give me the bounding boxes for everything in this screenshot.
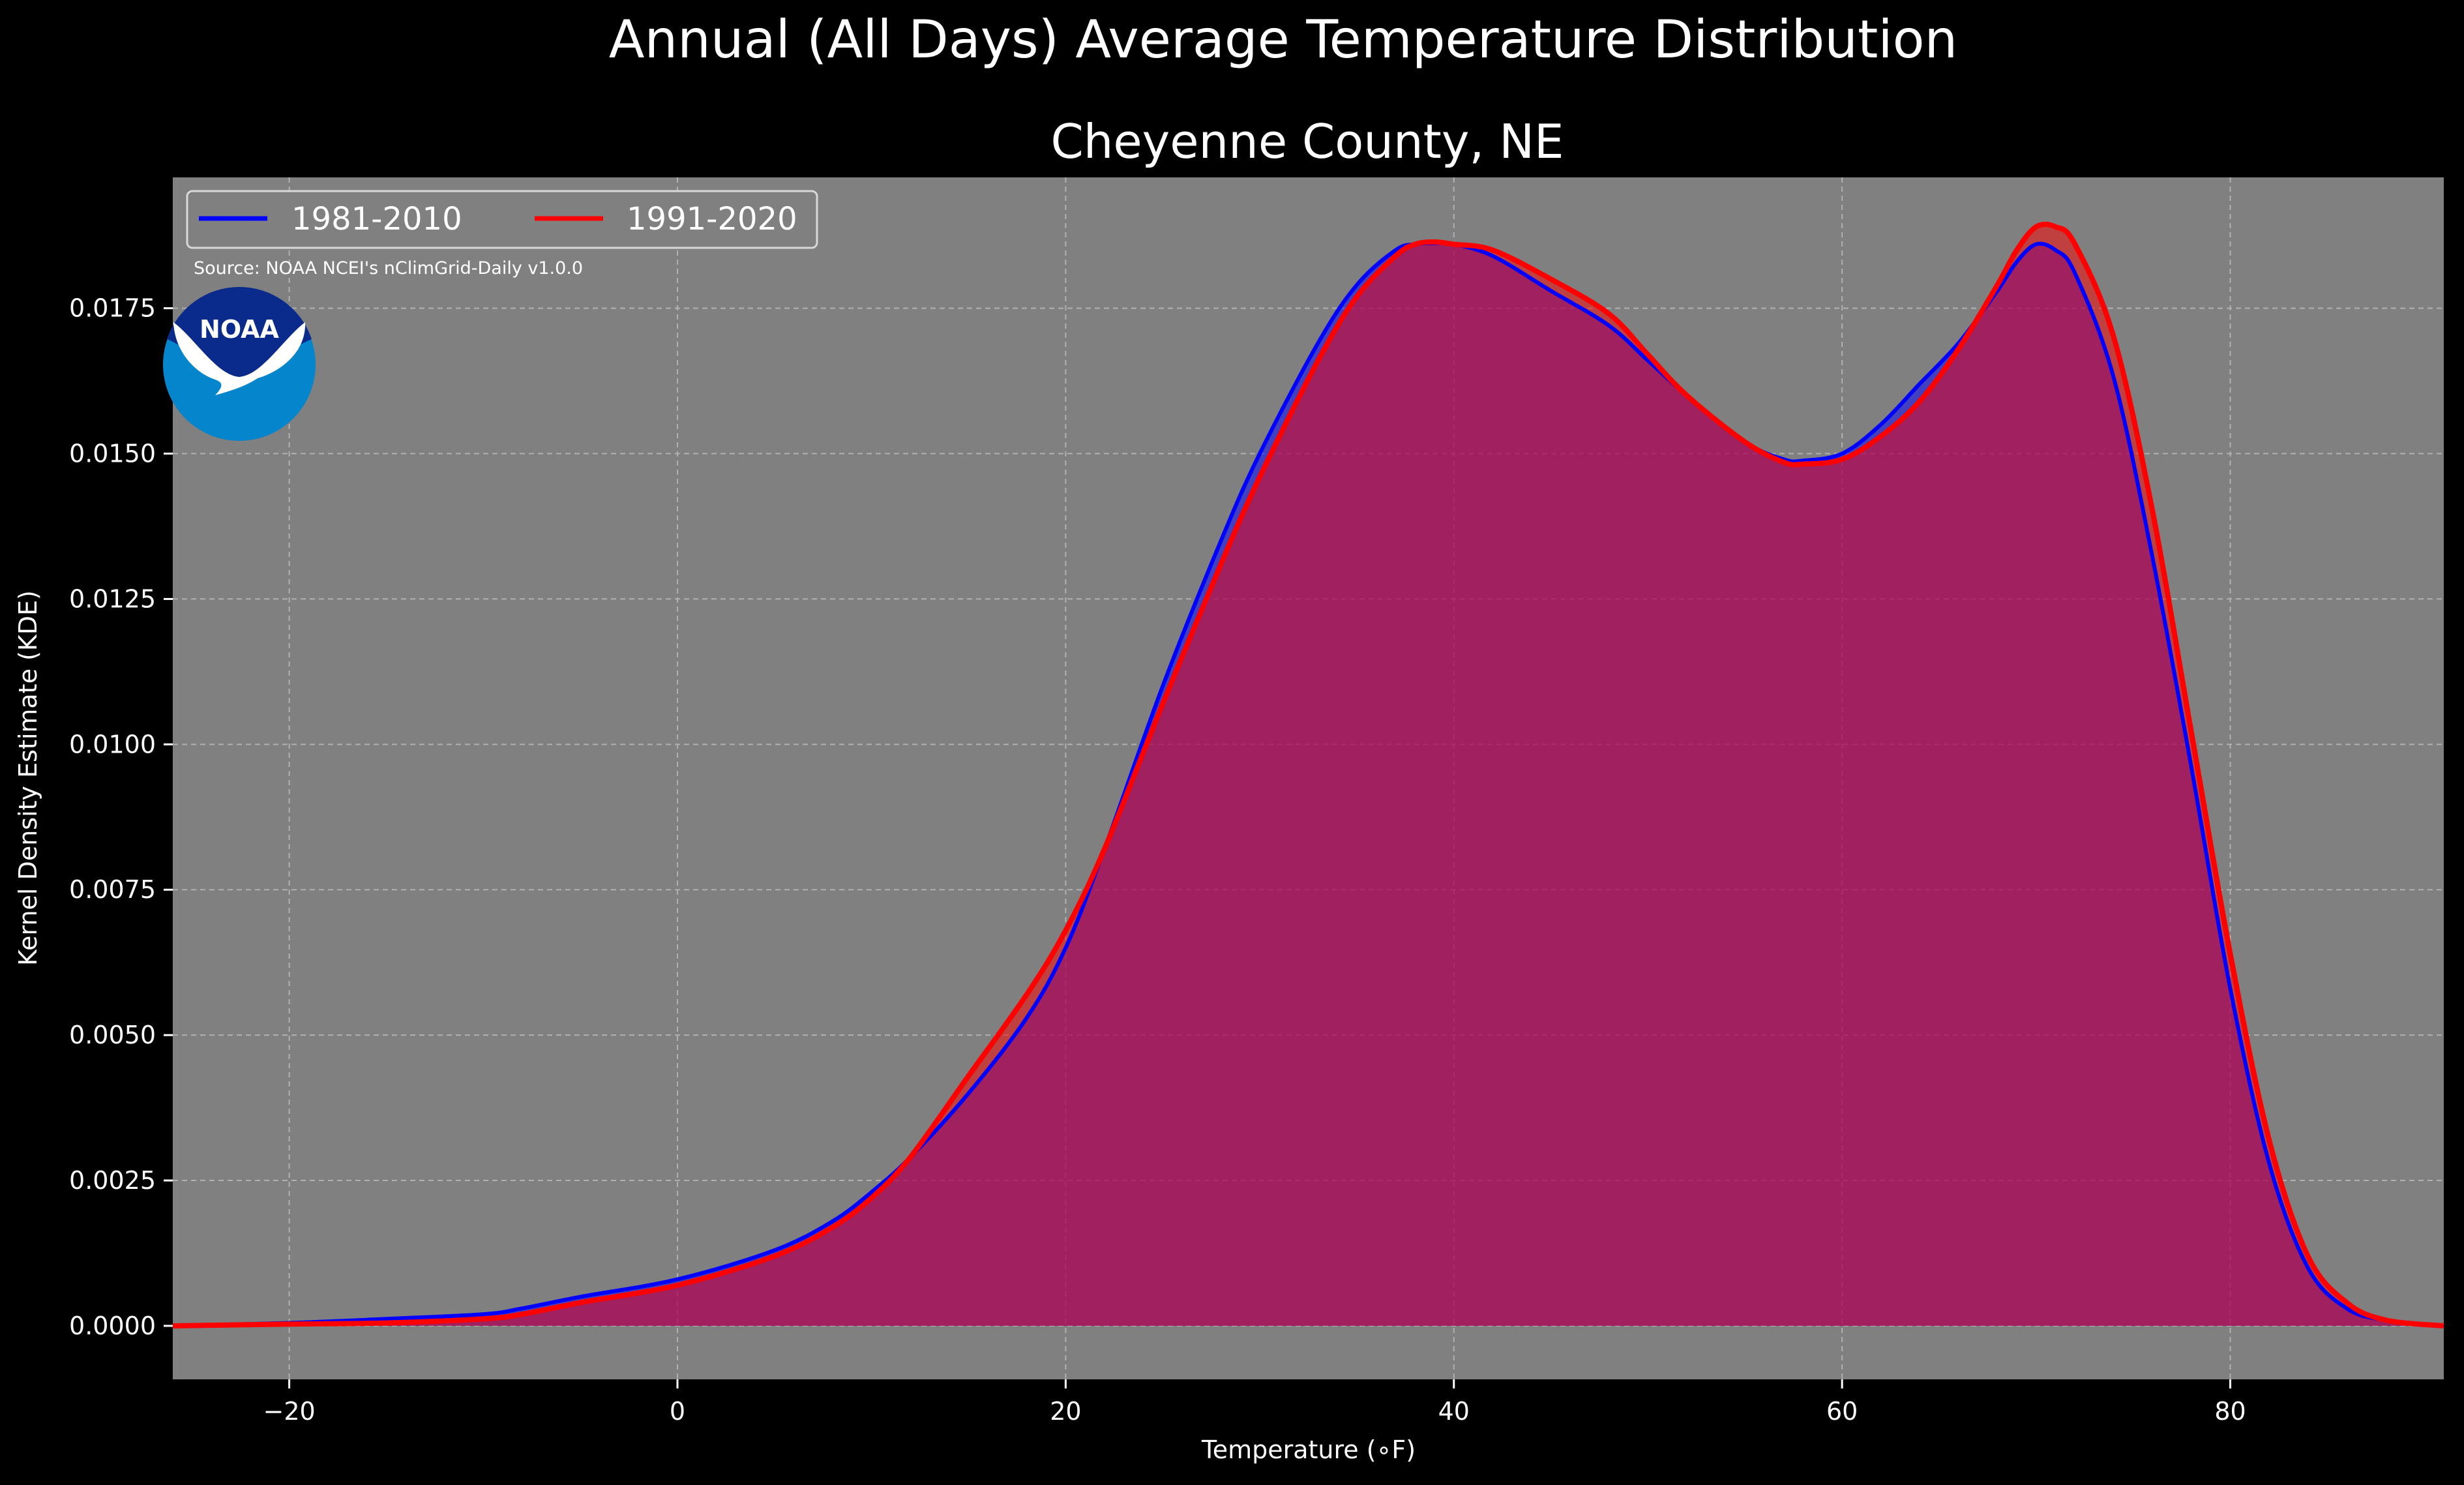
x-tick-label: 80	[2214, 1397, 2246, 1426]
x-tick-label: 40	[1438, 1397, 1470, 1426]
y-tick-label: 0.0050	[69, 1021, 156, 1049]
x-tick-label: 20	[1050, 1397, 1081, 1426]
legend-box	[186, 190, 818, 249]
y-tick-label: 0.0025	[69, 1166, 156, 1195]
chart-title: Cheyenne County, NE	[1050, 114, 1564, 169]
density-areas	[173, 224, 2444, 1327]
y-tick-label: 0.0000	[69, 1312, 156, 1340]
x-ticks: −20 0 20 40 60 80	[263, 1379, 2246, 1426]
y-tick-label: 0.0100	[69, 730, 156, 758]
x-axis-label: Temperature (∘F)	[1201, 1435, 1416, 1464]
noaa-logo-icon: NOAA	[163, 286, 316, 441]
legend-label-1981-2010: 1981-2010	[291, 201, 462, 237]
x-tick-label: 60	[1826, 1397, 1858, 1426]
line-1991-2020	[172, 221, 2444, 1328]
y-ticks: 0.0000 0.0025 0.0050 0.0075 0.0100 0.0125 0.01…	[69, 294, 173, 1340]
y-tick-label: 0.0125	[69, 584, 156, 613]
density-lines	[172, 221, 2444, 1328]
legend-label-1991-2020: 1991-2020	[627, 201, 797, 237]
source-note: Source: NOAA NCEI's nClimGrid-Daily v1.0…	[194, 258, 583, 278]
noaa-logo-text: NOAA	[200, 315, 279, 344]
x-tick-label: −20	[263, 1397, 316, 1426]
x-tick-label: 0	[670, 1397, 685, 1426]
y-tick-label: 0.0175	[69, 294, 156, 323]
y-tick-label: 0.0075	[69, 875, 156, 904]
plot-area	[172, 177, 2444, 1379]
noaa-logo-gull	[173, 322, 306, 395]
y-tick-label: 0.0150	[69, 440, 156, 468]
line-1981-2010	[172, 241, 2444, 1328]
legend: 1981-2010 1991-2020	[186, 190, 818, 249]
area-1991-2020	[173, 224, 2444, 1327]
suptitle: Annual (All Days) Average Temperature Di…	[609, 9, 1957, 70]
y-axis-label: Kernel Density Estimate (KDE)	[14, 590, 42, 966]
axes: −20 0 20 40 60 80 0.00000.00250.00500.00750.0…	[14, 294, 2246, 1464]
